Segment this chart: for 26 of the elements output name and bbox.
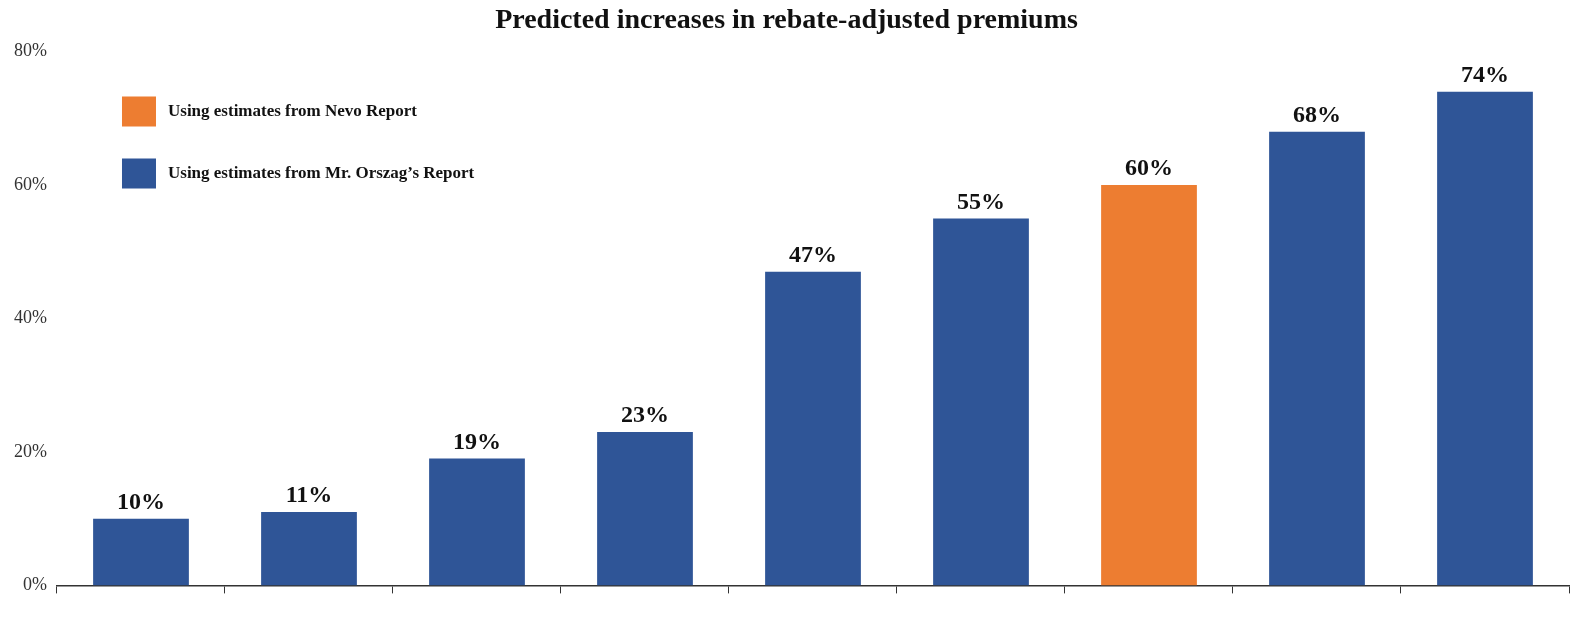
- y-tick-label: 0%: [22, 574, 47, 595]
- data-label: 68%: [1293, 100, 1341, 127]
- bar: [1101, 185, 1197, 586]
- bar: [93, 518, 189, 586]
- legend-label: Using estimates from Mr. Orszag’s Report: [167, 162, 475, 182]
- data-label: 19%: [453, 427, 501, 454]
- bar: [597, 431, 693, 586]
- bar: [429, 458, 525, 586]
- data-label: 60%: [1125, 154, 1173, 181]
- legend-label: Using estimates from Nevo Report: [167, 100, 418, 120]
- bar: [1269, 131, 1365, 586]
- bar: [933, 218, 1029, 586]
- data-label: 47%: [789, 241, 837, 267]
- data-label: 55%: [957, 187, 1005, 214]
- chart-title: Predicted increases in rebate-adjusted premiums: [495, 3, 1078, 35]
- bar: [765, 271, 861, 586]
- y-tick-label: 80%: [13, 40, 47, 61]
- data-label: 74%: [1461, 60, 1509, 87]
- y-tick-label: 40%: [13, 307, 47, 328]
- y-tick-label: 60%: [13, 173, 47, 194]
- y-tick-label: 20%: [13, 440, 47, 461]
- bar: [261, 512, 357, 586]
- data-label: 11%: [285, 481, 333, 508]
- bar: [1437, 91, 1533, 586]
- data-label: 23%: [621, 401, 669, 428]
- data-label: 10%: [116, 487, 165, 514]
